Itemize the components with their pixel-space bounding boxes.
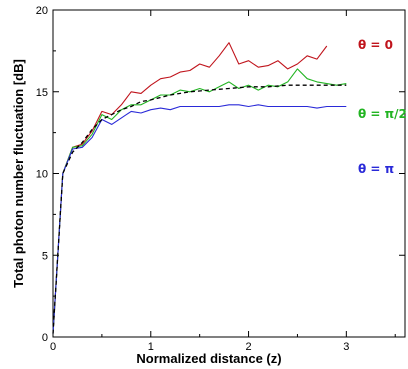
y-tick-label: 20 <box>36 5 48 17</box>
plot-frame <box>52 9 406 338</box>
legend-label-0: θ = 0 <box>358 38 393 52</box>
series-line-theta-0 <box>52 42 328 334</box>
y-tick-label: 5 <box>42 250 48 262</box>
legend: θ = 0 θ = π/2 θ = π <box>358 38 407 176</box>
x-axis-title: Normalized distance (z) <box>136 351 281 366</box>
x-tick-label: 0 <box>50 341 56 353</box>
series-line-dashed <box>52 84 347 334</box>
series-line-theta-2 <box>52 104 347 334</box>
series-layer <box>52 42 347 334</box>
y-tick-label: 10 <box>36 169 48 181</box>
x-tick-label: 2 <box>245 341 251 353</box>
plot-border <box>52 9 406 338</box>
y-axis-title: Total photon number fluctuation [dB] <box>11 59 26 288</box>
y-tick-label: 15 <box>36 87 48 99</box>
axis-ticks: 0 1 2 3 0 5 10 15 20 <box>36 5 405 353</box>
series-line-theta-1 <box>52 68 347 334</box>
y-tick-label: 0 <box>42 332 48 344</box>
x-tick-label: 1 <box>148 341 154 353</box>
legend-label-1: θ = π/2 <box>358 107 407 121</box>
legend-label-2: θ = π <box>358 162 394 176</box>
x-tick-label: 3 <box>343 341 349 353</box>
